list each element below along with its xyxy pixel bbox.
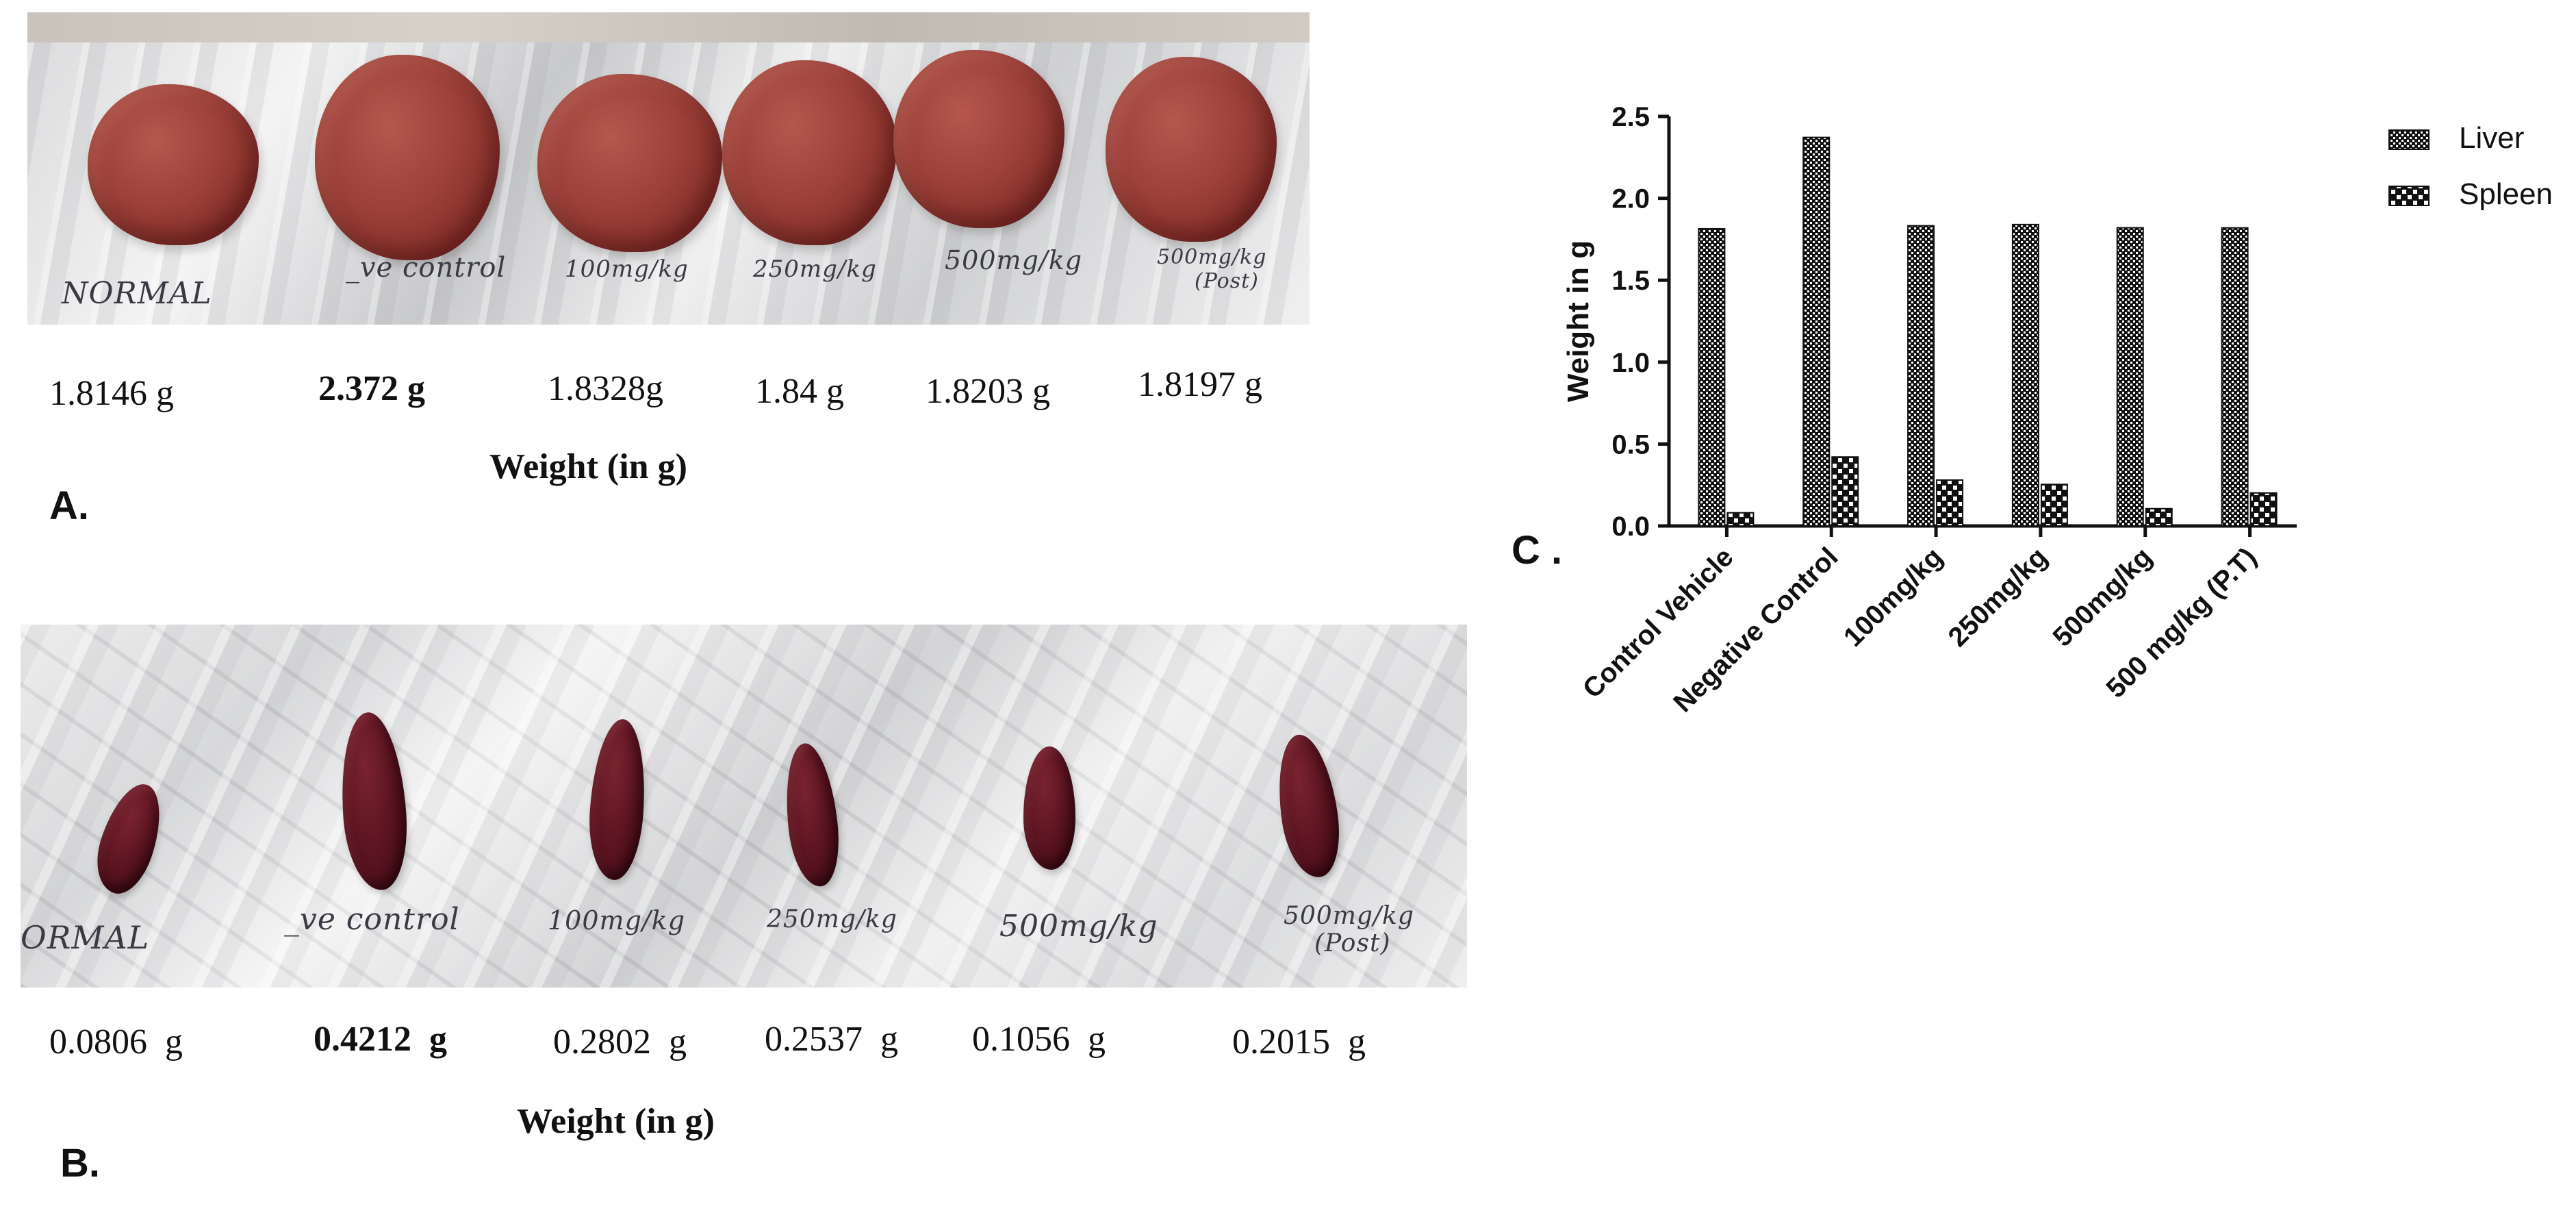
- chart-legend: Liver Spleen: [2388, 121, 2553, 211]
- bar-spleen: [2145, 507, 2173, 527]
- photo-label: _ve control: [284, 902, 460, 937]
- legend-swatch-spleen: [2388, 186, 2430, 206]
- weight-label: 1.8203 g: [926, 372, 1050, 411]
- panel-label-c: C .: [1512, 528, 1563, 573]
- bar-spleen: [1936, 479, 1964, 527]
- bar-spleen: [2249, 492, 2278, 527]
- weight-caption: Weight (in g): [489, 447, 687, 486]
- bar-liver: [1907, 225, 1935, 527]
- y-tick-label: 2.0: [1611, 184, 1650, 214]
- liver-500mg: [893, 50, 1064, 228]
- photo-label: 250mg/kg: [753, 255, 877, 283]
- photo-label: (Post): [1195, 269, 1259, 293]
- weight-label: 0.1056 g: [972, 1020, 1106, 1059]
- photo-label: 500mg/kg: [1284, 902, 1414, 930]
- weight-label: 0.2015 g: [1232, 1022, 1366, 1061]
- legend-label-spleen: Spleen: [2459, 177, 2553, 211]
- legend-label-liver: Liver: [2459, 121, 2524, 155]
- panel-label-a: A.: [49, 483, 90, 528]
- photo-label: _ve control: [346, 252, 507, 284]
- weight-label: 2.372 g: [318, 369, 425, 408]
- photo-label: 100mg/kg: [548, 905, 686, 935]
- bar-liver: [2011, 223, 2039, 527]
- y-tick-label: 1.0: [1611, 348, 1650, 378]
- liver-negative-control: [315, 55, 500, 260]
- photo-label: NORMAL: [62, 276, 212, 311]
- x-tick-label: 500mg/kg: [2048, 542, 2158, 653]
- liver-100mg: [537, 74, 722, 252]
- liver-500mg-post: [1106, 57, 1277, 242]
- photo-label: 500mg/kg: [945, 245, 1083, 275]
- spleen-100mg: [585, 717, 650, 882]
- spleen-500mg: [1023, 746, 1075, 870]
- y-tick-label: 1.5: [1611, 266, 1650, 296]
- spleen-250mg: [780, 740, 844, 890]
- weight-label: 1.84 g: [755, 372, 844, 411]
- weight-label: 0.2802 g: [553, 1022, 687, 1061]
- x-tick-label: 100mg/kg: [1838, 542, 1949, 653]
- weight-label: 1.8197 g: [1138, 365, 1262, 404]
- spleen-normal: [86, 776, 173, 901]
- bar-liver: [1802, 136, 1831, 527]
- photo-label: ORMAL: [21, 919, 150, 956]
- y-tick-label: 0.0: [1611, 512, 1650, 542]
- weight-label: 0.0806 g: [49, 1022, 183, 1061]
- weight-label: 0.4212 g: [314, 1020, 447, 1059]
- bar-spleen: [1831, 456, 1859, 527]
- bar-spleen: [2040, 483, 2068, 527]
- photo-label: 500mg/kg: [1157, 245, 1267, 269]
- legend-swatch-liver: [2388, 129, 2430, 150]
- bar-spleen: [1726, 512, 1755, 527]
- y-tick-label: 2.5: [1611, 102, 1650, 132]
- bar-liver: [2221, 227, 2249, 527]
- y-axis-title: Weight in g: [1561, 240, 1595, 402]
- photo-label: 500mg/kg: [999, 909, 1158, 944]
- weight-label: 1.8328g: [548, 369, 663, 408]
- weight-caption: Weight (in g): [517, 1102, 715, 1141]
- photo-label: 250mg/kg: [767, 905, 897, 933]
- bar-liver: [2116, 227, 2144, 527]
- photo-label: 100mg/kg: [565, 255, 689, 283]
- spleen-negative-control: [336, 710, 411, 892]
- weight-label: 0.2537 g: [765, 1020, 898, 1059]
- spleen-500mg-post: [1270, 731, 1347, 881]
- chart-bars: [1698, 136, 2278, 527]
- x-tick-label: 250mg/kg: [1943, 542, 2054, 653]
- liver-250mg: [722, 60, 897, 245]
- bar-liver: [1698, 227, 1726, 527]
- chart-axes: [1658, 114, 2297, 537]
- panel-label-b: B.: [60, 1141, 101, 1185]
- liver-photo: NORMAL _ve control 100mg/kg 250mg/kg 500…: [27, 12, 1310, 325]
- spleen-photo: ORMAL _ve control 100mg/kg 250mg/kg 500m…: [21, 625, 1467, 988]
- weight-label: 1.8146 g: [49, 374, 174, 413]
- y-tick-label: 0.5: [1611, 429, 1650, 460]
- photo-label: (Post): [1314, 929, 1391, 957]
- liver-normal: [88, 84, 259, 245]
